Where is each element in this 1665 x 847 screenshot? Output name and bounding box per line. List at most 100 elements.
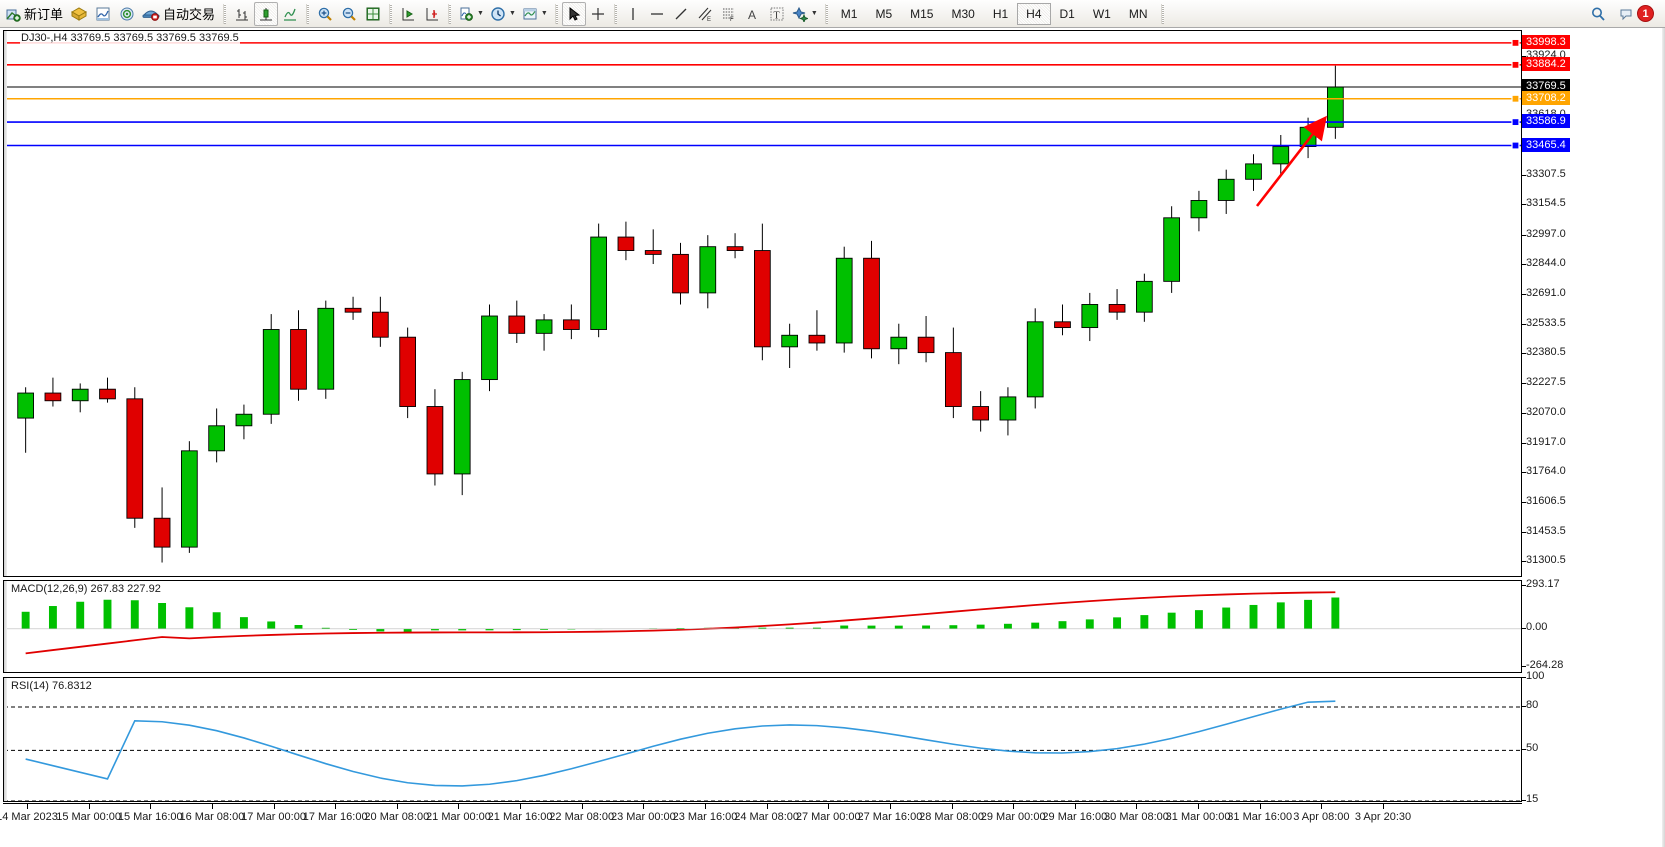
price-chip-target-2[interactable]: 33998.3 xyxy=(1522,34,1570,49)
pane-scrollbar-macd[interactable] xyxy=(4,581,7,672)
time-tick xyxy=(1259,804,1261,809)
price-chip-stop-2[interactable]: 33465.4 xyxy=(1522,137,1570,152)
time-label: 20 Mar 08:00 xyxy=(364,811,430,823)
vertical-line-button[interactable] xyxy=(621,2,645,26)
timeframe-m30[interactable]: M30 xyxy=(951,6,975,21)
macd-pane[interactable]: MACD(12,26,9) 267.83 227.92 xyxy=(3,580,1522,673)
fibonacci-button[interactable]: F xyxy=(717,2,741,26)
symbol-header-label: DJ30-,H4 33769.5 33769.5 33769.5 33769.5 xyxy=(20,32,240,44)
templates-button[interactable]: ▼ xyxy=(519,2,551,26)
zoom-in-button[interactable] xyxy=(313,2,337,26)
time-tick xyxy=(458,804,460,809)
time-label: 23 Mar 00:00 xyxy=(610,811,676,823)
chart-area[interactable]: DJ30-,H4 33769.5 33769.5 33769.5 33769.5… xyxy=(0,28,1665,847)
price-chip-current-price[interactable]: 33769.5 xyxy=(1522,78,1570,93)
indicators-button[interactable]: ▼ xyxy=(455,2,487,26)
time-label: 16 Mar 08:00 xyxy=(179,811,245,823)
candlestick-chart-button[interactable] xyxy=(254,1,279,26)
zoom-out-icon xyxy=(342,7,356,21)
alerts-icon xyxy=(1620,9,1632,20)
price-tick: 32380.5 xyxy=(1522,346,1566,359)
timeframe-h1[interactable]: H1 xyxy=(992,6,1009,21)
toolbar-separator-5 xyxy=(554,3,558,24)
bar-chart-button[interactable] xyxy=(230,2,254,26)
chevron-down-icon[interactable]: ▼ xyxy=(508,10,516,17)
objects-button[interactable]: ▼ xyxy=(789,2,821,26)
toolbar-separator-4 xyxy=(448,3,452,24)
timeframe-d1[interactable]: D1 xyxy=(1059,6,1075,21)
search-button[interactable] xyxy=(1586,2,1610,26)
price-chip-entry[interactable]: 33708.2 xyxy=(1522,90,1570,105)
chevron-down-icon[interactable]: ▼ xyxy=(477,10,484,17)
toolbar-separator xyxy=(223,3,227,24)
timeframe-w1[interactable]: W1 xyxy=(1092,6,1111,21)
time-tick xyxy=(766,804,768,809)
text-label-button[interactable]: T xyxy=(765,2,789,26)
time-label: 27 Mar 16:00 xyxy=(857,811,923,823)
chevron-down-icon[interactable]: ▼ xyxy=(810,10,818,17)
time-label: 21 Mar 00:00 xyxy=(426,811,491,823)
time-axis[interactable]: 14 Mar 2023 15 Mar 00:00 15 Mar 16:00 16 Ma… xyxy=(0,803,1522,847)
wallet-button[interactable] xyxy=(67,2,91,26)
time-tick xyxy=(211,804,213,809)
charts-grid-button[interactable] xyxy=(361,2,385,26)
time-label: 29 Mar 00:00 xyxy=(980,811,1046,823)
time-tick xyxy=(1074,804,1076,809)
horizontal-line-button[interactable] xyxy=(645,2,669,26)
pane-scrollbar[interactable] xyxy=(4,31,7,576)
price-chip-stop-1[interactable]: 33586.9 xyxy=(1522,114,1570,129)
price-tick: 31300.5 xyxy=(1522,554,1566,567)
auto-scroll-button[interactable] xyxy=(396,2,420,26)
svg-text:A: A xyxy=(748,8,756,22)
alerts-button[interactable]: 1 xyxy=(1616,2,1657,26)
macd-axis: 293.17 0.00 -264.28 xyxy=(1521,578,1662,673)
timeframe-m5[interactable]: M5 xyxy=(875,6,893,21)
chart-shift-icon xyxy=(426,7,439,20)
rsi-pane[interactable]: RSI(14) 76.8312 xyxy=(3,677,1522,802)
time-tick xyxy=(951,804,953,809)
zoom-out-button[interactable] xyxy=(337,2,361,26)
timeframe-m1[interactable]: M1 xyxy=(840,6,858,21)
equidistant-channel-button[interactable]: E xyxy=(693,2,717,26)
time-label: 24 Mar 08:00 xyxy=(734,811,800,823)
market-watch-button[interactable] xyxy=(91,2,115,26)
new-order-button[interactable]: 新订单 xyxy=(2,2,67,26)
vertical-scrollbar[interactable] xyxy=(1662,28,1665,847)
price-chip-target-1[interactable]: 33884.2 xyxy=(1522,56,1570,71)
time-tick xyxy=(828,804,830,809)
charts-grid-icon xyxy=(366,7,380,20)
price-chart-pane[interactable]: DJ30-,H4 33769.5 33769.5 33769.5 33769.5 xyxy=(3,30,1522,577)
pane-scrollbar-rsi[interactable] xyxy=(4,678,7,801)
chevron-down-icon[interactable]: ▼ xyxy=(540,10,548,17)
price-tick: 32227.5 xyxy=(1522,375,1566,388)
timeframe-mn[interactable]: MN xyxy=(1128,6,1148,21)
new-order-label: 新订单 xyxy=(24,7,64,22)
auto-trading-label: 自动交易 xyxy=(163,7,216,22)
crosshair-button[interactable] xyxy=(586,2,610,26)
main-toolbar: 新订单 xyxy=(0,0,1665,28)
data-window-icon xyxy=(120,7,134,20)
auto-trading-button[interactable]: 自动交易 xyxy=(139,2,219,26)
rsi-plot xyxy=(4,700,1521,801)
timeframe-m15[interactable]: M15 xyxy=(910,6,934,21)
text-label-icon: T xyxy=(770,7,784,21)
time-label: 17 Mar 00:00 xyxy=(241,811,306,823)
cursor-button[interactable] xyxy=(561,1,586,26)
macd-tick: 0.00 xyxy=(1521,620,1548,633)
text-button[interactable]: A xyxy=(741,2,765,26)
time-tick xyxy=(1136,804,1138,809)
trendline-icon xyxy=(675,8,687,19)
rsi-tick: 100 xyxy=(1521,670,1545,682)
trendline-button[interactable] xyxy=(669,2,693,26)
toolbar-right-group: 1 xyxy=(1586,2,1663,26)
horizontal-line-icon xyxy=(650,12,663,15)
chart-shift-button[interactable] xyxy=(420,2,444,26)
price-tick: 32997.0 xyxy=(1522,227,1566,240)
time-tick xyxy=(273,804,275,809)
rsi-tick: 50 xyxy=(1521,742,1539,755)
data-window-button[interactable] xyxy=(115,2,139,26)
timeframe-h4[interactable]: H4 xyxy=(1017,2,1051,25)
price-axis[interactable]: 33924.033769.533618.033307.533154.532997… xyxy=(1522,30,1662,577)
period-button[interactable]: ▼ xyxy=(487,2,519,26)
line-chart-button[interactable] xyxy=(278,2,302,26)
